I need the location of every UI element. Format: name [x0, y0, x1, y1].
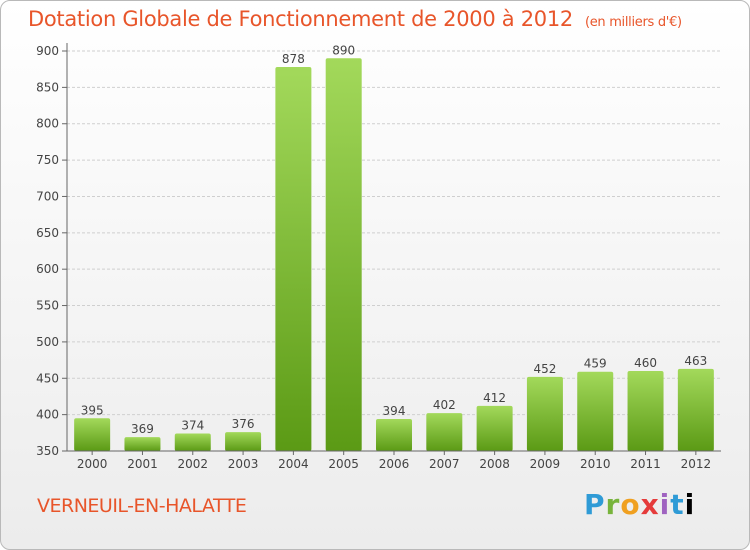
unit-note: (en milliers d'€) — [584, 15, 682, 30]
bar — [526, 376, 563, 451]
y-tick-label: 500 — [36, 335, 59, 349]
x-tick-label: 2003 — [228, 457, 259, 471]
y-tick-label: 350 — [36, 444, 59, 458]
chart-title: Dotation Globale de Fonctionnement de 20… — [28, 7, 682, 31]
bar — [124, 437, 161, 451]
x-tick-label: 2005 — [328, 457, 359, 471]
x-tick-label: 2001 — [127, 457, 158, 471]
y-tick-label: 600 — [36, 262, 59, 276]
x-tick-label: 2011 — [630, 457, 661, 471]
y-tick-label: 750 — [36, 153, 59, 167]
data-label: 374 — [181, 419, 204, 433]
x-tick-label: 2012 — [681, 457, 712, 471]
bar — [476, 405, 513, 451]
y-tick-label: 550 — [36, 299, 59, 313]
bar — [577, 371, 614, 451]
x-tick-label: 2006 — [379, 457, 410, 471]
y-tick-label: 400 — [36, 408, 59, 422]
data-label: 376 — [232, 417, 255, 431]
place-name: VERNEUIL-EN-HALATTE — [37, 495, 247, 517]
x-tick-label: 2007 — [429, 457, 460, 471]
y-tick-label: 700 — [36, 189, 59, 203]
x-tick-label: 2000 — [77, 457, 108, 471]
y-tick-label: 450 — [36, 371, 59, 385]
data-label: 369 — [131, 422, 154, 436]
bar — [627, 371, 664, 451]
data-label: 394 — [383, 404, 406, 418]
x-tick-label: 2004 — [278, 457, 309, 471]
data-label: 395 — [81, 403, 104, 417]
bar — [677, 368, 714, 451]
bar — [225, 432, 262, 451]
axes: 350 400 450 500 550 600 650 700 750 800 850 900 2000… — [36, 43, 721, 471]
y-tick-label: 850 — [36, 80, 59, 94]
data-label: 878 — [282, 52, 305, 66]
data-label: 402 — [433, 398, 456, 412]
proxiti-logo[interactable]: Proxiti — [584, 488, 696, 521]
bar — [174, 433, 211, 451]
data-label: 463 — [684, 354, 707, 368]
bar — [376, 419, 412, 451]
y-tick-label: 800 — [36, 117, 59, 131]
data-label: 459 — [584, 357, 607, 371]
bar — [275, 67, 312, 451]
x-tick-label: 2009 — [530, 457, 561, 471]
y-tick-label: 650 — [36, 226, 59, 240]
bars: 395 369 374 376 878 890 394 402 412 452 459 460 463 — [74, 43, 714, 451]
grid-lines — [67, 50, 721, 452]
bar — [426, 413, 463, 451]
x-tick-label: 2010 — [580, 457, 611, 471]
data-label: 460 — [634, 356, 657, 370]
data-label: 412 — [483, 391, 506, 405]
bar — [74, 418, 111, 451]
x-tick-label: 2002 — [177, 457, 208, 471]
y-tick-label: 900 — [36, 44, 59, 58]
bar — [325, 58, 362, 451]
data-label: 890 — [332, 43, 355, 57]
x-tick-label: 2008 — [479, 457, 510, 471]
data-label: 452 — [533, 362, 556, 376]
